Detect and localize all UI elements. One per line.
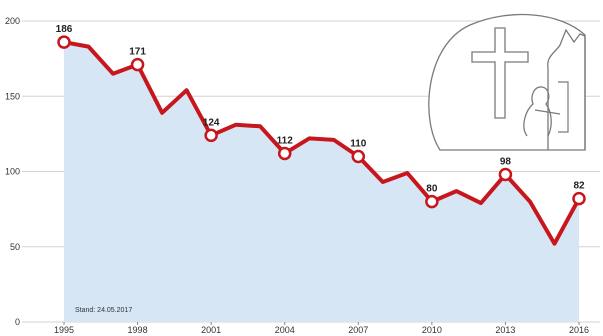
data-point-marker — [130, 57, 145, 72]
church-cross-praying-figure-icon — [428, 13, 586, 151]
chart-area-fill — [64, 42, 579, 322]
data-point-marker — [425, 194, 439, 209]
y-tick-label: 0 — [15, 317, 20, 327]
x-tick-label: 2001 — [201, 325, 221, 335]
stand-annotation: Stand: 24.05.2017 — [75, 307, 132, 314]
y-tick-label: 150 — [5, 91, 20, 101]
data-point-marker — [572, 191, 586, 206]
data-label: 80 — [426, 184, 438, 195]
data-label: 98 — [500, 157, 512, 168]
data-point-marker — [277, 146, 292, 161]
data-point-marker — [498, 167, 513, 182]
x-tick-label: 1995 — [54, 325, 74, 335]
x-tick-label: 2004 — [275, 325, 295, 335]
x-tick-label: 2013 — [495, 325, 515, 335]
y-tick-label: 100 — [5, 167, 20, 177]
data-label: 171 — [129, 47, 146, 58]
data-labels: 186 171 124 112 110 80 98 82 — [56, 24, 585, 195]
data-label: 112 — [277, 135, 294, 146]
y-tick-label: 50 — [10, 242, 20, 252]
y-axis: 0 50 100 150 200 — [5, 16, 20, 327]
x-axis: 1995 1998 2001 2004 2007 2010 2013 2016 — [54, 322, 589, 335]
x-tick-label: 1998 — [128, 325, 148, 335]
data-label: 124 — [203, 117, 220, 128]
x-tick-label: 2010 — [422, 325, 442, 335]
data-label: 186 — [56, 24, 73, 35]
data-markers — [57, 35, 586, 209]
x-tick-label: 2016 — [569, 325, 589, 335]
data-point-marker — [57, 35, 71, 49]
data-label: 82 — [573, 181, 585, 192]
x-tick-label: 2007 — [348, 325, 368, 335]
y-tick-label: 200 — [5, 16, 20, 26]
data-point-marker — [351, 149, 366, 164]
series-line — [62, 40, 581, 246]
data-point-marker — [204, 128, 218, 143]
data-label: 110 — [350, 138, 367, 149]
